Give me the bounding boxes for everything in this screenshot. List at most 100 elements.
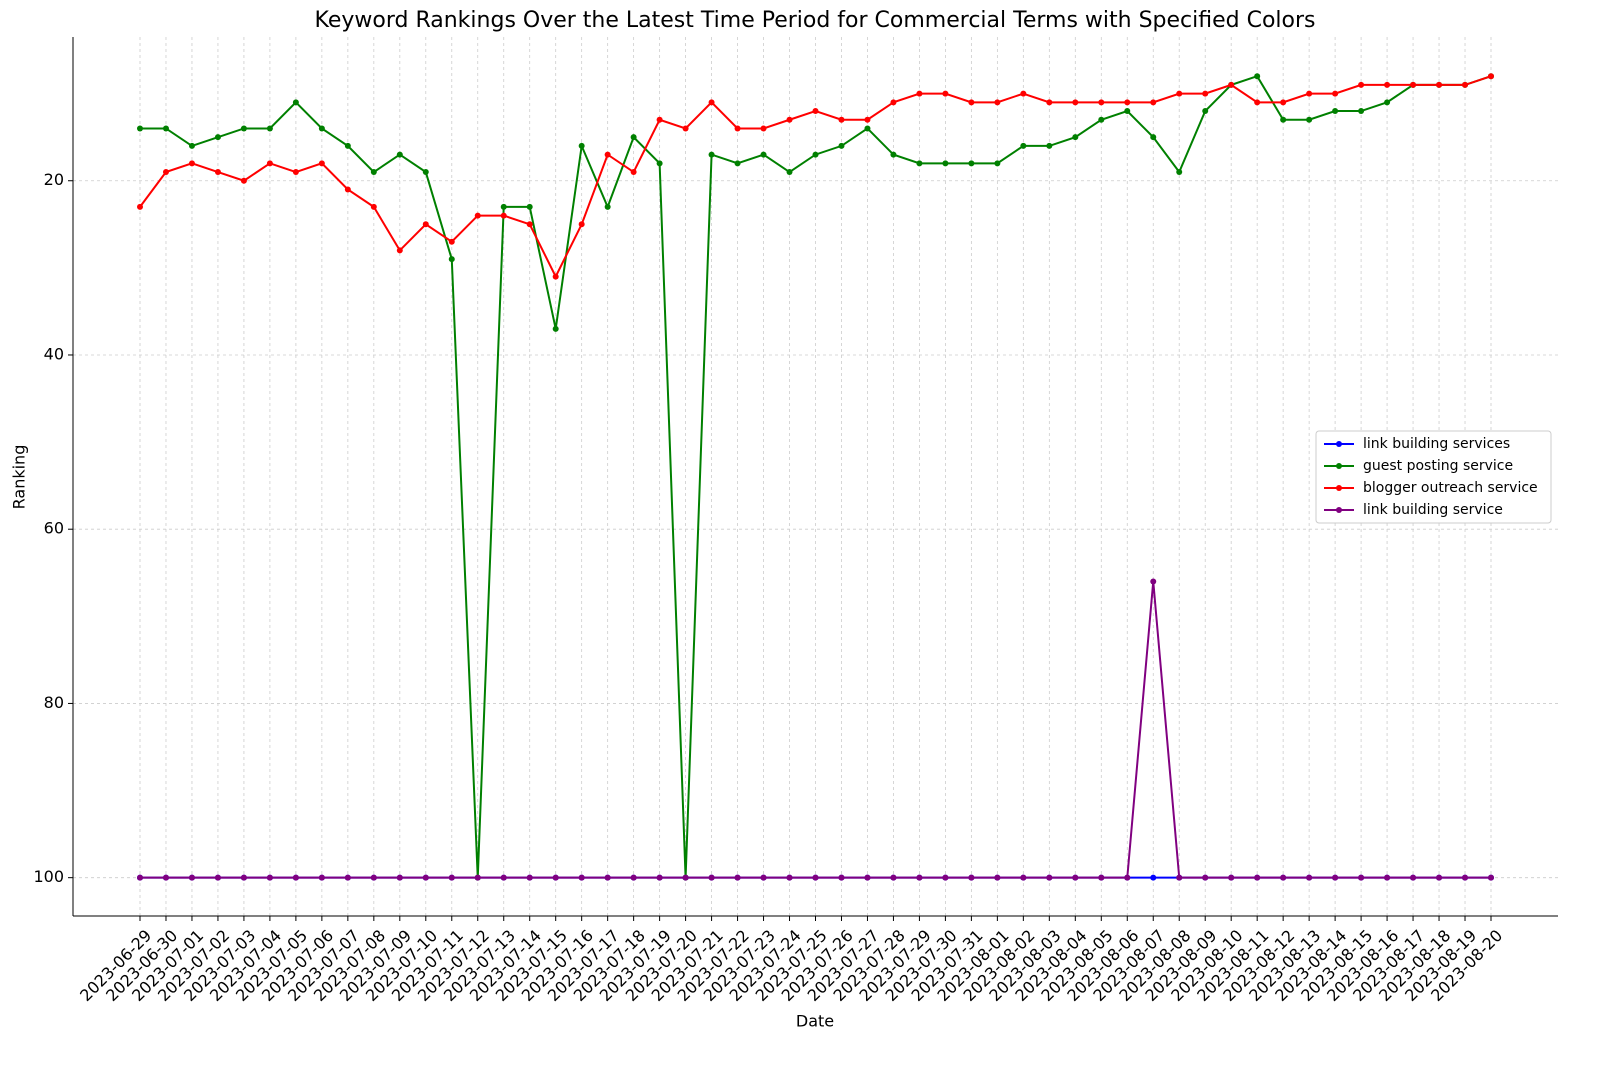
point [890, 99, 897, 106]
point [786, 116, 793, 123]
point [708, 99, 715, 106]
point [864, 116, 871, 123]
point [240, 874, 247, 881]
point [994, 160, 1001, 167]
point [500, 203, 507, 210]
legend-marker [1336, 441, 1342, 447]
point [1436, 874, 1443, 881]
point [838, 142, 845, 149]
point [1358, 81, 1365, 88]
y-axis-label: Ranking [10, 445, 29, 510]
x-axis-label: Date [796, 1012, 834, 1031]
point [1462, 874, 1469, 881]
point [318, 160, 325, 167]
point [578, 221, 585, 228]
point [1254, 73, 1261, 80]
point [422, 221, 429, 228]
point [137, 874, 143, 881]
point [1124, 874, 1131, 881]
point [1072, 134, 1079, 141]
point [1384, 99, 1391, 106]
point [1332, 90, 1339, 97]
legend-label: guest posting service [1363, 458, 1513, 474]
point [656, 160, 663, 167]
point [1410, 874, 1417, 881]
point [604, 151, 611, 158]
point [396, 151, 403, 158]
point [370, 203, 377, 210]
point [344, 186, 351, 193]
point [1462, 81, 1469, 88]
legend-marker [1336, 463, 1342, 469]
legend-marker [1336, 507, 1342, 513]
legend-label: blogger outreach service [1363, 480, 1538, 496]
point [630, 134, 637, 141]
point [1020, 90, 1027, 97]
point [630, 169, 637, 176]
point [968, 99, 975, 106]
point [656, 116, 663, 123]
point [1176, 169, 1183, 176]
point [994, 874, 1001, 881]
point [1046, 874, 1053, 881]
point [448, 238, 455, 245]
point [1046, 99, 1053, 106]
point [630, 874, 637, 881]
point [422, 874, 429, 881]
point [474, 212, 481, 219]
point [318, 125, 325, 132]
point [1150, 578, 1157, 585]
point [370, 169, 377, 176]
point [604, 874, 611, 881]
legend-marker [1336, 485, 1342, 491]
point [318, 874, 325, 881]
point [942, 90, 949, 97]
point [1384, 874, 1391, 881]
point [448, 874, 455, 881]
point [1332, 874, 1339, 881]
point [578, 142, 585, 149]
point [890, 151, 897, 158]
point [942, 160, 949, 167]
point [188, 160, 195, 167]
y-tick-label: 40 [44, 344, 64, 363]
point [137, 203, 143, 210]
point [1306, 116, 1313, 123]
point [526, 874, 533, 881]
point [1488, 73, 1494, 80]
point [240, 177, 247, 184]
point [552, 874, 559, 881]
point [448, 256, 455, 263]
point [214, 169, 221, 176]
point [1176, 874, 1183, 881]
point [760, 874, 767, 881]
point [890, 874, 897, 881]
point [916, 874, 923, 881]
point [812, 874, 819, 881]
point [526, 221, 533, 228]
point [760, 151, 767, 158]
point [812, 108, 819, 115]
point [1046, 142, 1053, 149]
point [1072, 874, 1079, 881]
point [552, 273, 559, 280]
point [344, 142, 351, 149]
point [864, 874, 871, 881]
point [188, 874, 195, 881]
point [1150, 99, 1157, 106]
point [578, 874, 585, 881]
point [1202, 90, 1209, 97]
point [240, 125, 247, 132]
point [162, 169, 169, 176]
point [214, 874, 221, 881]
point [994, 99, 1001, 106]
point [786, 169, 793, 176]
point [1202, 108, 1209, 115]
point [1228, 81, 1235, 88]
point [1098, 99, 1105, 106]
point [1176, 90, 1183, 97]
chart-title: Keyword Rankings Over the Latest Time Pe… [315, 8, 1316, 33]
point [188, 142, 195, 149]
point [838, 116, 845, 123]
